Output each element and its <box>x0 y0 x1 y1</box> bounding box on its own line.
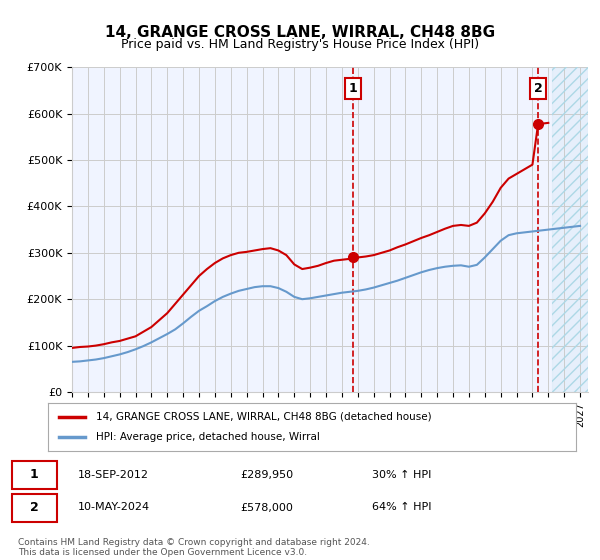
FancyBboxPatch shape <box>12 460 57 488</box>
Text: 2: 2 <box>534 82 542 95</box>
Text: 10-MAY-2024: 10-MAY-2024 <box>78 502 150 512</box>
Text: £578,000: £578,000 <box>240 502 293 512</box>
Text: 2: 2 <box>30 501 38 514</box>
Text: Price paid vs. HM Land Registry's House Price Index (HPI): Price paid vs. HM Land Registry's House … <box>121 38 479 51</box>
Text: 30% ↑ HPI: 30% ↑ HPI <box>372 470 431 479</box>
Text: 64% ↑ HPI: 64% ↑ HPI <box>372 502 431 512</box>
FancyBboxPatch shape <box>12 493 57 521</box>
Text: 14, GRANGE CROSS LANE, WIRRAL, CH48 8BG: 14, GRANGE CROSS LANE, WIRRAL, CH48 8BG <box>105 25 495 40</box>
Text: HPI: Average price, detached house, Wirral: HPI: Average price, detached house, Wirr… <box>95 432 319 442</box>
Text: 18-SEP-2012: 18-SEP-2012 <box>78 470 149 479</box>
Text: £289,950: £289,950 <box>240 470 293 479</box>
Text: 14, GRANGE CROSS LANE, WIRRAL, CH48 8BG (detached house): 14, GRANGE CROSS LANE, WIRRAL, CH48 8BG … <box>95 412 431 422</box>
Bar <box>552 67 588 392</box>
Text: Contains HM Land Registry data © Crown copyright and database right 2024.
This d: Contains HM Land Registry data © Crown c… <box>18 538 370 557</box>
Bar <box>552 67 588 392</box>
Text: 1: 1 <box>30 468 38 481</box>
Text: 1: 1 <box>349 82 358 95</box>
